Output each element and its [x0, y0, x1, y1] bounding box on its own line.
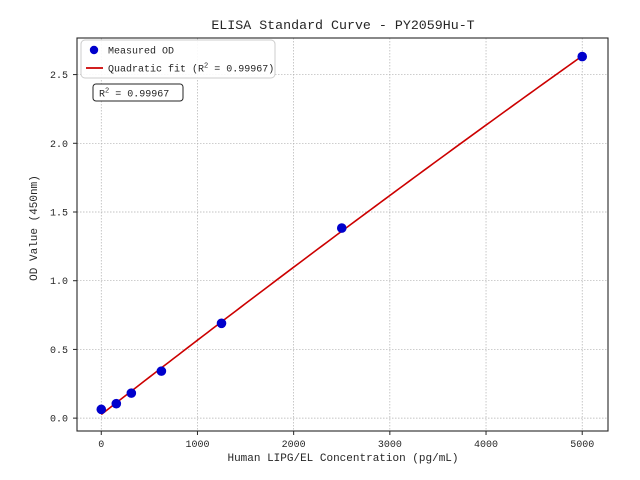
svg-text:3000: 3000 — [378, 440, 402, 451]
svg-text:0.0: 0.0 — [50, 415, 68, 426]
svg-text:Quadratic fit (R2 = 0.99967): Quadratic fit (R2 = 0.99967) — [108, 63, 274, 76]
svg-text:Measured OD: Measured OD — [108, 46, 174, 58]
svg-text:0: 0 — [98, 440, 104, 451]
svg-text:2.0: 2.0 — [50, 140, 68, 151]
svg-text:1.0: 1.0 — [50, 277, 68, 288]
svg-text:Human LIPG/EL Concentration (p: Human LIPG/EL Concentration (pg/mL) — [227, 453, 458, 465]
svg-text:0.5: 0.5 — [50, 346, 68, 357]
svg-text:1000: 1000 — [185, 440, 209, 451]
svg-text:4000: 4000 — [474, 440, 498, 451]
svg-text:1.5: 1.5 — [50, 209, 68, 220]
svg-text:R2 = 0.99967: R2 = 0.99967 — [99, 88, 169, 101]
svg-text:ELISA Standard Curve - PY2059H: ELISA Standard Curve - PY2059Hu-T — [211, 18, 474, 33]
svg-text:2000: 2000 — [282, 440, 306, 451]
svg-text:2.5: 2.5 — [50, 71, 68, 82]
svg-text:OD Value (450nm): OD Value (450nm) — [29, 175, 41, 281]
svg-text:5000: 5000 — [570, 440, 594, 451]
